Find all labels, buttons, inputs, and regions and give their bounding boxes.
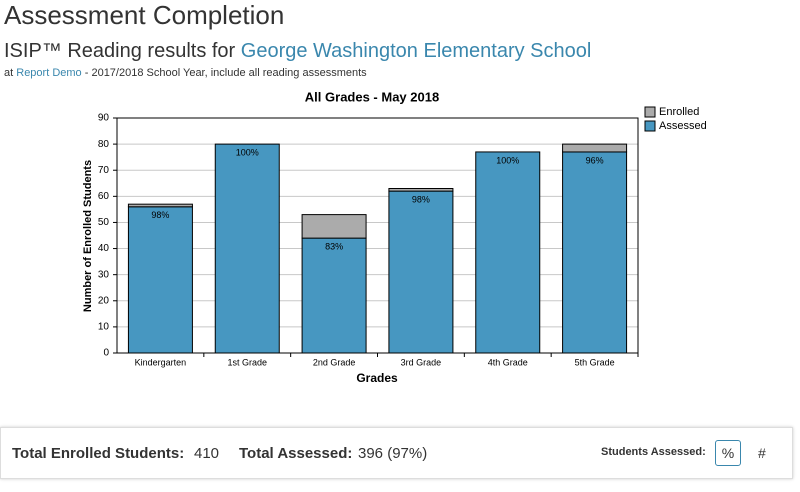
count-button[interactable]: # xyxy=(758,445,766,461)
x-tick-label: 4th Grade xyxy=(488,357,528,367)
y-tick-label: 30 xyxy=(98,269,110,280)
context-at: at xyxy=(4,67,14,79)
subtitle: ISIP™ Reading results for George Washing… xyxy=(4,40,591,63)
enrolled-label: Total Enrolled Students: xyxy=(12,445,185,462)
assessed-label: Total Assessed: xyxy=(239,445,353,462)
assessed-value: 396 (97%) xyxy=(358,445,428,462)
bar-segment xyxy=(127,203,193,208)
x-tick-label: 2nd Grade xyxy=(313,357,356,367)
percent-label: 83% xyxy=(325,241,343,251)
bar-segment xyxy=(388,190,454,354)
y-tick-label: 40 xyxy=(98,243,110,254)
toggle-label: Students Assessed: xyxy=(601,446,706,458)
x-axis-title: Grades xyxy=(356,371,398,385)
bar-segment xyxy=(562,151,628,354)
page-title: Assessment Completion xyxy=(4,0,285,30)
x-tick-label: 3rd Grade xyxy=(401,357,442,367)
y-tick-label: 20 xyxy=(98,295,110,306)
school-link[interactable]: George Washington Elementary School xyxy=(240,40,592,62)
legend-swatch xyxy=(644,106,656,118)
legend-label: Assessed xyxy=(659,120,707,132)
context: at Report Demo - 2017/2018 School Year, … xyxy=(4,67,367,79)
chart-title: All Grades - May 2018 xyxy=(305,89,439,104)
percent-label: 100% xyxy=(236,147,259,157)
enrolled-value: 410 xyxy=(194,445,220,462)
legend-label: Enrolled xyxy=(659,106,699,118)
y-tick-label: 90 xyxy=(98,113,110,124)
y-axis-title: Number of Enrolled Students xyxy=(82,160,94,312)
bar-segment xyxy=(562,143,628,153)
report-link[interactable]: Report Demo xyxy=(16,67,82,79)
bar-segment xyxy=(301,214,367,239)
summary-bar: Total Enrolled Students: 410 Total Asses… xyxy=(0,427,793,479)
plot-border xyxy=(116,117,639,354)
percent-label: 98% xyxy=(412,194,430,204)
bar-segment xyxy=(301,237,367,354)
bar-segment xyxy=(127,206,193,354)
x-tick-label: 5th Grade xyxy=(575,357,615,367)
percent-label: 100% xyxy=(496,155,519,165)
chart: All Grades - May 2018 Grades Number of E… xyxy=(82,89,707,385)
bar-segment xyxy=(475,151,541,354)
x-tick-label: Kindergarten xyxy=(135,357,187,367)
y-tick-label: 0 xyxy=(103,348,109,359)
y-tick-label: 70 xyxy=(98,165,110,176)
y-tick-label: 80 xyxy=(98,139,110,150)
legend-swatch xyxy=(644,120,656,132)
context-rest: - 2017/2018 School Year, include all rea… xyxy=(84,67,367,79)
percent-label: 98% xyxy=(151,210,169,220)
percent-button[interactable]: % xyxy=(715,440,741,466)
y-tick-label: 60 xyxy=(98,191,110,202)
bar-segment xyxy=(214,143,280,354)
x-tick-label: 1st Grade xyxy=(227,357,267,367)
y-tick-label: 50 xyxy=(98,217,110,228)
percent-label: 96% xyxy=(586,155,604,165)
subtitle-prefix: ISIP™ Reading results for xyxy=(4,40,236,62)
y-tick-label: 10 xyxy=(98,322,110,333)
bar-segment xyxy=(388,188,454,192)
